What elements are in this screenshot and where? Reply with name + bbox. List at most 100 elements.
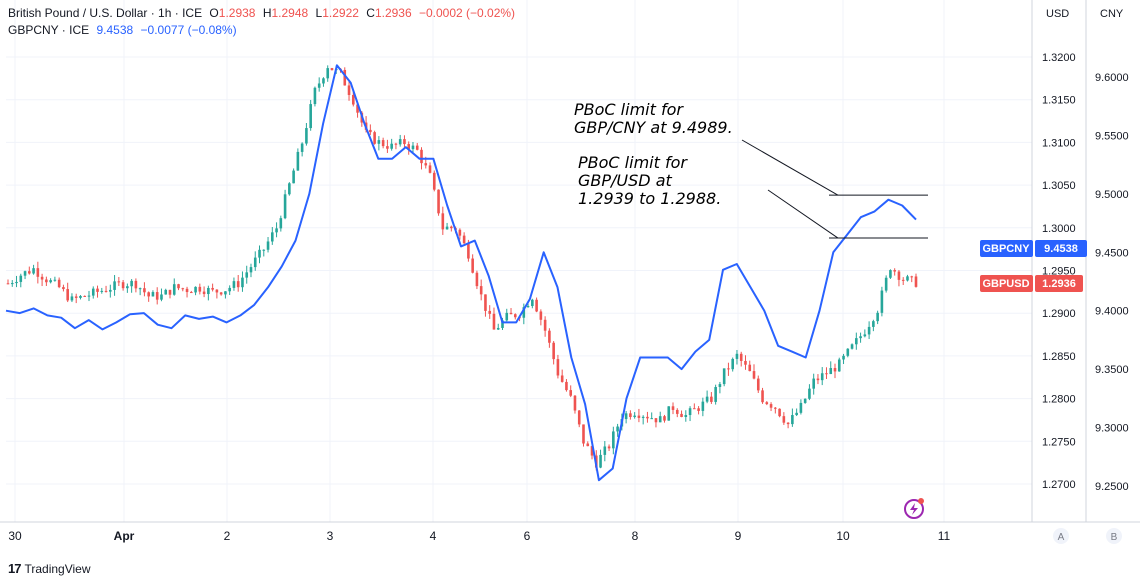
candle-body <box>897 271 901 280</box>
usd-scale-header[interactable]: USD <box>1046 8 1070 20</box>
candle-body <box>415 145 419 150</box>
gbpusd-symbol-name: British Pound / U.S. Dollar · 1h · ICE <box>8 6 203 20</box>
candle-body <box>505 312 509 321</box>
candle-body <box>198 286 202 292</box>
candle-body <box>330 68 334 71</box>
candle-body <box>718 384 722 388</box>
candle-body <box>279 218 283 229</box>
candle-body <box>467 243 470 259</box>
tradingview-logo[interactable]: 17 TradingView <box>8 561 91 576</box>
candle-body <box>62 287 65 290</box>
cny-tick-label: 9.5000 <box>1095 189 1129 201</box>
candle-body <box>471 258 474 273</box>
candle-body <box>219 292 223 295</box>
gbpcny-line <box>5 64 917 482</box>
candle-body <box>612 431 615 449</box>
candle-body <box>10 283 14 285</box>
candle-body <box>509 312 513 315</box>
candle-body <box>795 412 798 416</box>
lightning-icon[interactable] <box>904 498 924 519</box>
gbpcny-legend[interactable]: GBPCNY · ICE 9.4538 −0.0077 (−0.08%) <box>8 23 241 37</box>
tradingview-brand: TradingView <box>24 561 91 576</box>
time-tick-label: 3 <box>327 529 334 543</box>
candle-body <box>245 272 249 278</box>
candle-body <box>808 388 811 399</box>
candle-body <box>646 416 649 419</box>
time-tick-label: 2 <box>224 529 231 543</box>
scale-a-label: A <box>1058 532 1065 543</box>
candle-body <box>586 443 590 447</box>
candle-body <box>228 287 231 292</box>
candle-body <box>872 321 875 327</box>
candle-body <box>292 170 295 184</box>
candle-body <box>15 281 18 284</box>
candle-body <box>356 104 359 113</box>
candle-body <box>884 277 888 291</box>
candle-body <box>492 313 496 330</box>
usd-tick-label: 1.2700 <box>1042 479 1076 491</box>
candle-body <box>288 183 291 195</box>
candle-body <box>552 342 555 360</box>
candle-body <box>582 424 585 444</box>
candle-body <box>317 83 321 88</box>
scale-a-button[interactable] <box>1053 528 1069 544</box>
candle-body <box>880 290 884 313</box>
time-tick-label: 9 <box>735 529 742 543</box>
candle-body <box>539 311 543 320</box>
candle-body <box>283 194 287 219</box>
gbpusd-legend[interactable]: British Pound / U.S. Dollar · 1h · ICE O… <box>8 6 519 20</box>
candle-body <box>155 292 159 300</box>
scale-b-button[interactable] <box>1106 528 1122 544</box>
candle-body <box>164 289 168 295</box>
gbpcny-value-text: 9.4538 <box>1044 243 1078 255</box>
time-axis[interactable]: 30 Apr 2 3 4 6 8 9 10 11 <box>8 529 950 543</box>
usd-tick-label: 1.2800 <box>1042 394 1076 406</box>
candle-body <box>104 290 108 292</box>
candle-body <box>833 368 837 372</box>
candle-body <box>262 249 266 251</box>
candle-body <box>40 276 44 280</box>
ohlc-high-label: H <box>262 6 272 20</box>
candle-body <box>143 288 146 293</box>
candle-body <box>134 280 138 289</box>
usd-price-axis[interactable]: 1.32001.31501.31001.30501.30001.29501.29… <box>1042 52 1076 491</box>
gbpusd-label-badge <box>980 275 1033 292</box>
candle-body <box>53 279 57 281</box>
candle-body <box>445 226 449 230</box>
candle-body <box>386 146 389 149</box>
candle-body <box>411 145 415 150</box>
cny-price-axis[interactable]: 9.6000 9.5500 9.5000 9.4500 9.4000 9.3500 9.30… <box>1095 72 1129 493</box>
candle-body <box>650 418 653 420</box>
candle-body <box>211 287 214 290</box>
candle-body <box>705 396 709 402</box>
candle-body <box>424 163 428 166</box>
candle-body <box>765 402 769 405</box>
candle-body <box>548 330 551 343</box>
candle-body <box>496 327 500 330</box>
cny-scale-header[interactable]: CNY <box>1100 8 1124 20</box>
candle-body <box>774 407 777 409</box>
candle-body <box>710 396 713 402</box>
candle-body <box>859 336 862 339</box>
candle-body <box>236 281 240 288</box>
candle-body <box>513 314 517 318</box>
candle-body <box>322 78 325 84</box>
candle-body <box>36 268 40 277</box>
candle-body <box>842 355 845 360</box>
candle-body <box>403 139 406 145</box>
gbpcny-value: 9.4538 <box>96 23 134 37</box>
scale-buttons[interactable]: A B <box>1053 528 1122 544</box>
cny-tick-label: 9.4500 <box>1095 247 1129 259</box>
candle-body <box>326 68 330 79</box>
candle-body <box>177 284 180 289</box>
candle-body <box>309 104 312 129</box>
time-tick-label: 11 <box>938 529 951 543</box>
candle-body <box>271 232 274 242</box>
candle-body <box>275 228 278 233</box>
candle-body <box>168 289 172 295</box>
grid-lines <box>6 0 1032 522</box>
candle-body <box>803 398 807 403</box>
time-tick-label: Apr <box>114 529 135 543</box>
candle-body <box>739 353 743 361</box>
